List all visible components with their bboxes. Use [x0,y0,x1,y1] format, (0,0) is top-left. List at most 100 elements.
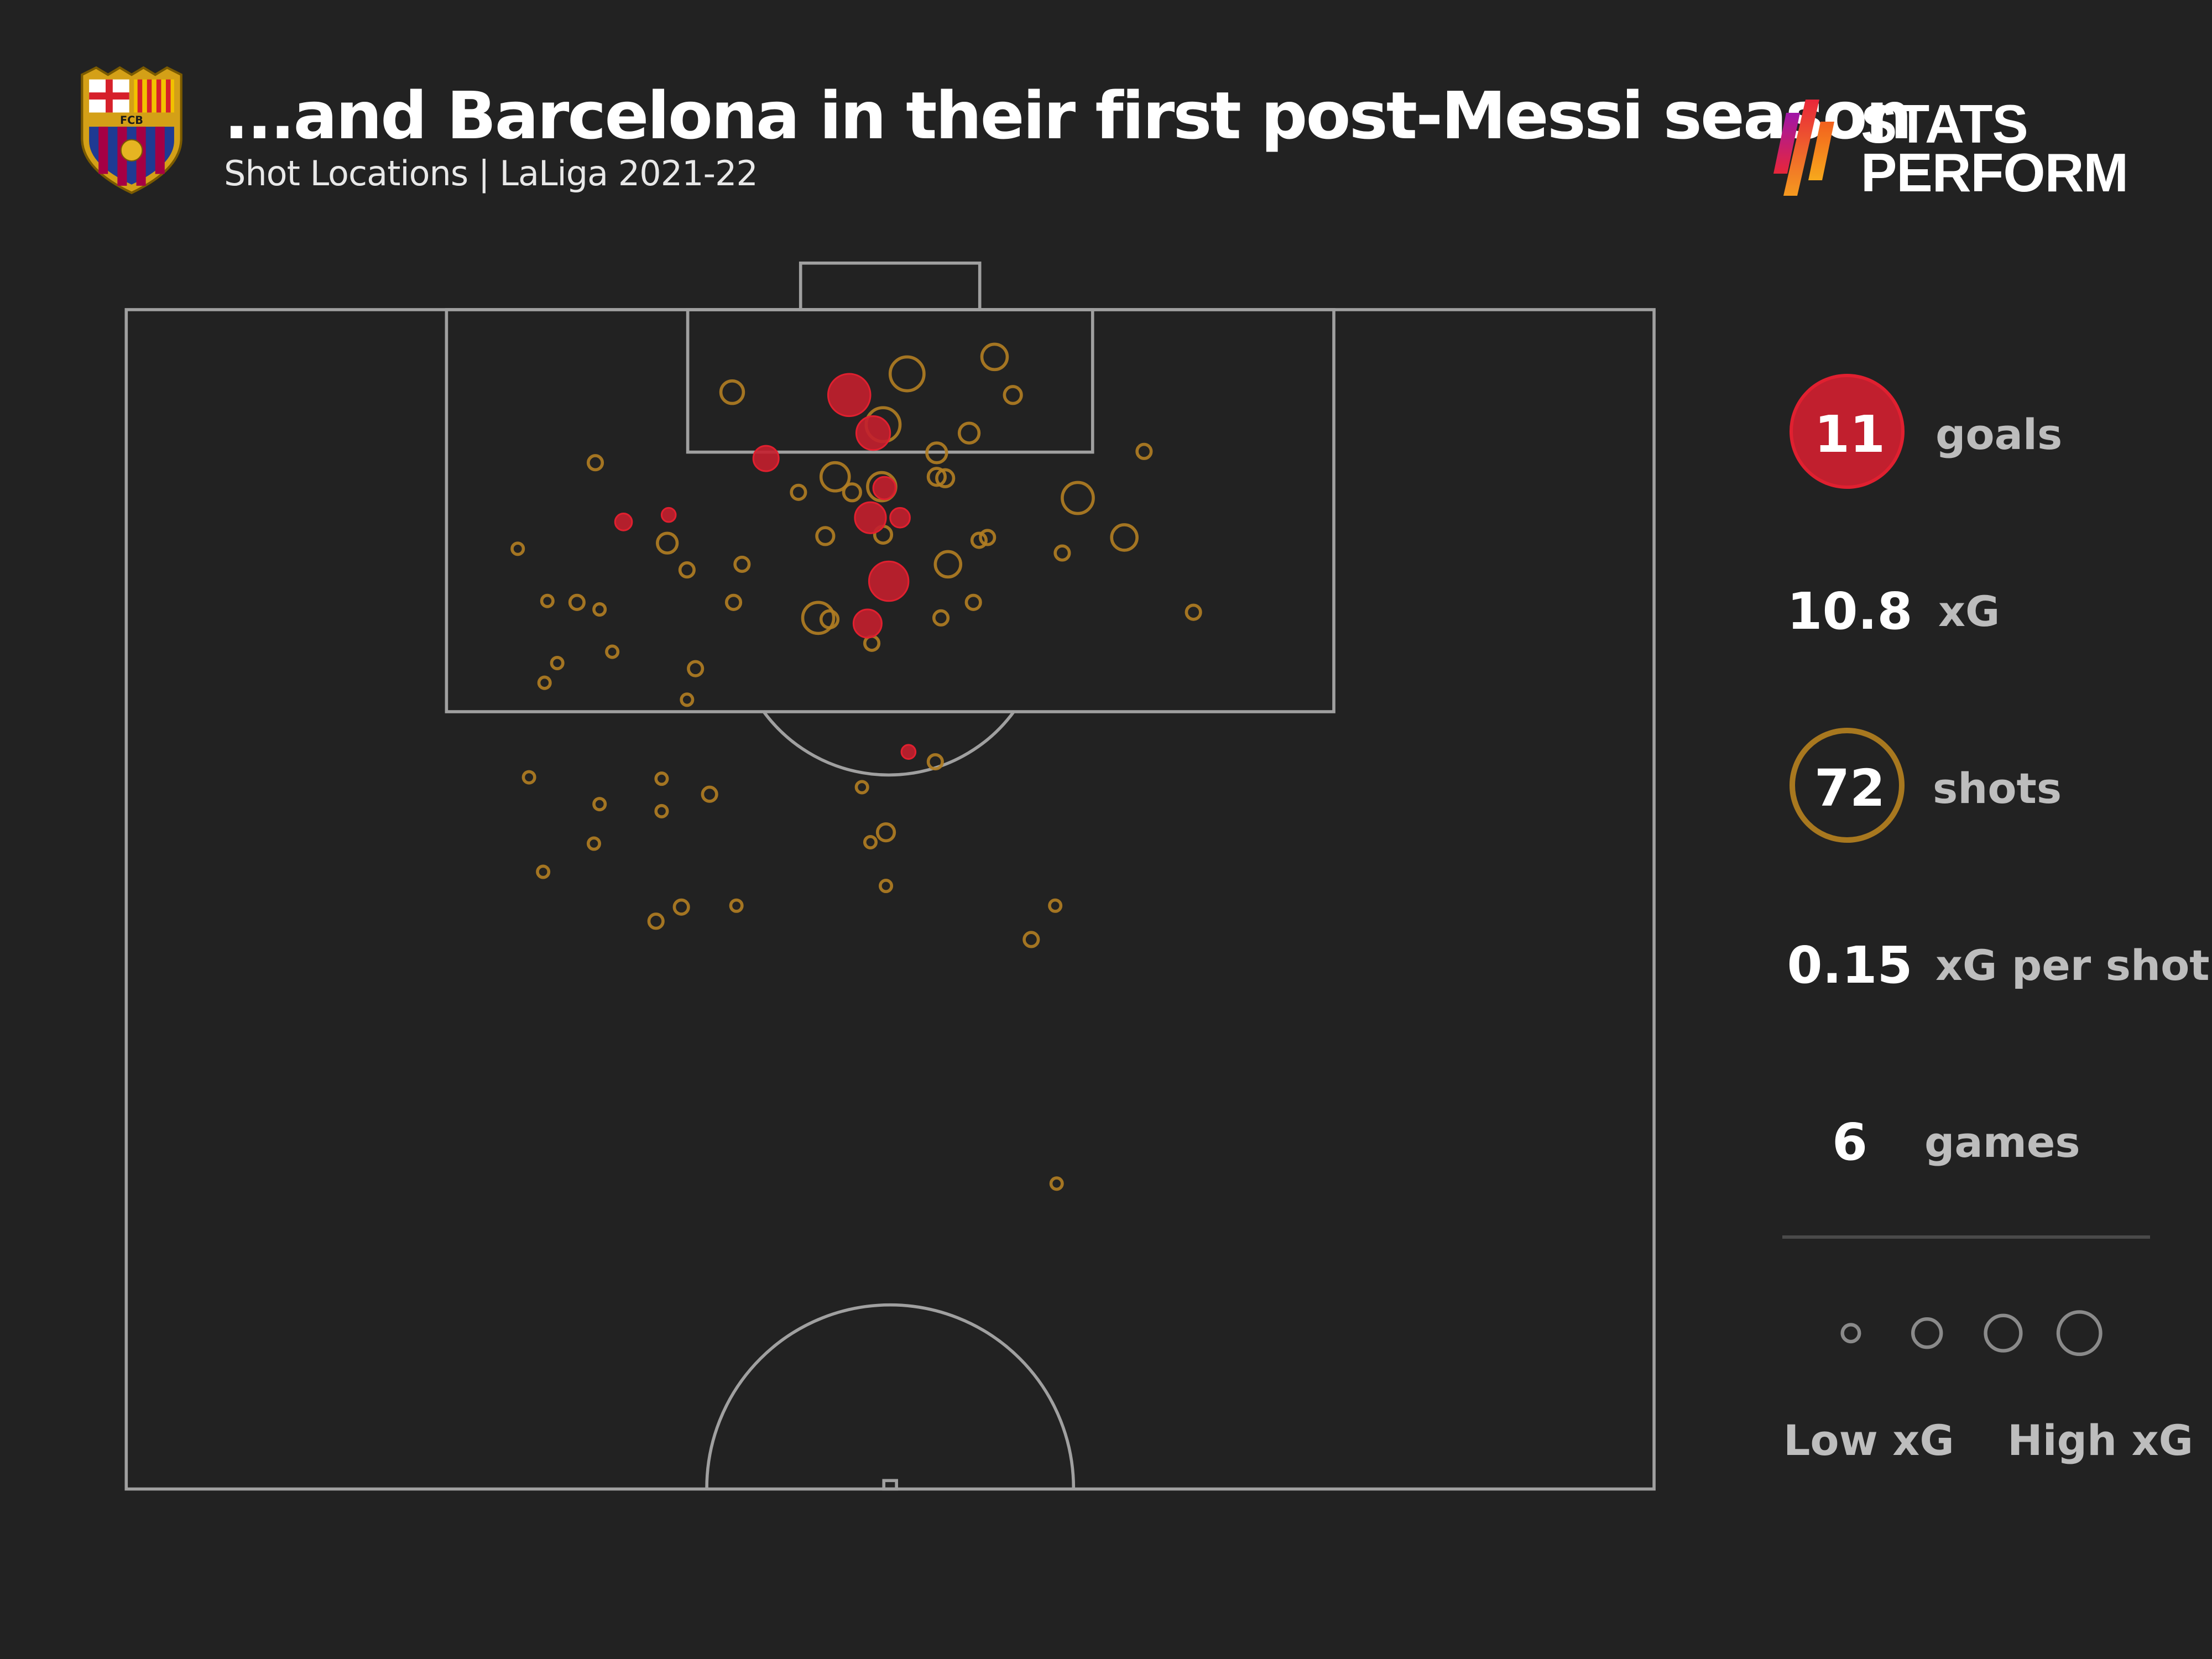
shot-marker [926,467,947,487]
shot-marker [1053,544,1071,562]
goals-label: goals [1936,409,2063,459]
shot-marker [680,692,695,707]
legend-circle-xs [1840,1323,1861,1344]
stat-xg-per-shot: 0.15 xG per shot [1786,901,2210,1029]
stats-perform-logo: STATS PERFORM [1770,93,2129,203]
shot-marker [1048,898,1063,913]
shot-marker [719,379,745,405]
goal-marker [752,445,780,472]
shot-marker [1049,1176,1064,1191]
xg-per-shot-value: 0.15 [1787,935,1913,995]
shot-marker [672,898,690,916]
svg-text:FCB: FCB [120,114,143,127]
shot-marker [1185,603,1202,621]
shot-marker [964,593,982,611]
shot-marker [678,561,696,579]
goal-marker [900,744,917,760]
shot-marker [568,593,586,611]
shot-marker [801,601,836,635]
shot-marker [815,526,836,546]
shot-marker [932,609,950,627]
shot-marker [790,483,807,501]
goal-marker [889,507,911,529]
stats-perform-bars-icon [1773,100,1834,196]
xg-label: xG [1938,586,2000,636]
shot-marker [655,531,679,555]
shot-marker [536,864,551,879]
stat-goals: 11 goals [1786,371,2195,498]
shot-marker [729,898,744,913]
shot-marker [1135,442,1153,460]
shot-marker [537,675,552,690]
shot-marker [888,355,926,393]
shot-marker [819,461,851,493]
shot-marker [605,644,620,659]
goal-marker [868,560,910,602]
page-title: ...and Barcelona in their first post-Mes… [224,77,1912,154]
shot-marker [540,593,555,608]
fc-barcelona-crest-icon: FCB [81,66,182,195]
page-subtitle: Shot Locations | LaLiga 2021-22 [224,153,758,194]
shots-value: 72 [1814,758,1886,818]
shot-marker [926,753,944,771]
goal [799,261,982,311]
goals-layer [614,373,917,760]
goal-marker [855,415,891,451]
shot-marker [979,529,997,546]
goal-marker [852,608,883,639]
games-label: games [1924,1117,2080,1167]
shot-marker [980,342,1009,372]
shot-marker [842,482,862,503]
stat-xg: 10.8 xG [1786,547,2195,675]
centre-spot [882,1479,898,1491]
goal-circle-icon [1790,374,1905,489]
shot-marker [586,836,601,851]
shot-marker [592,797,607,812]
legend-circle-m [1984,1313,2023,1353]
games-value: 6 [1832,1112,1867,1172]
legend-low-xg: Low xG [1783,1416,1954,1465]
shot-marker [687,660,705,677]
xg-per-shot-label: xG per shot [1936,940,2210,990]
pitch-lines [124,261,1656,1491]
shot-marker [592,602,607,617]
shot-marker [586,454,604,472]
shot-marker [654,771,669,786]
goal-marker [827,373,872,418]
shot-marker [521,770,536,785]
shot-marker [925,441,948,465]
brand-line-1: STATS [1861,93,2028,154]
shot-marker [1022,931,1040,948]
shot-marker [1110,523,1139,552]
shot-marker [935,468,956,488]
stat-shots: 72 shots [1786,724,2195,852]
stats-perform-wordmark: STATS PERFORM [1861,93,2128,203]
brand-line-2: PERFORM [1861,142,2128,203]
stat-games: 6 games [1786,1078,2195,1206]
shot-marker [957,421,981,445]
shot-marker [701,785,718,803]
legend-high-xg: High xG [2007,1416,2194,1465]
shot-marker [1003,385,1023,405]
shot-marker [819,609,840,630]
shot-circle-icon [1790,728,1905,843]
shots-label: shots [1933,763,2062,813]
shot-marker [647,912,665,930]
goals-value: 11 [1814,404,1886,464]
goal-marker [614,513,633,531]
shots-layer [510,342,1202,1191]
shot-marker [875,822,896,843]
xg-size-legend [1840,1310,2103,1357]
legend-circle-l [2056,1310,2103,1357]
penalty-arc [761,710,1016,777]
shot-marker [550,655,565,670]
shot-marker [733,555,751,573]
xg-value: 10.8 [1787,581,1913,641]
shot-marker [724,593,743,611]
shot-marker [854,780,869,795]
centre-circle [705,1303,1076,1489]
goal-marker [854,501,887,534]
legend-circle-s [1911,1317,1943,1349]
shot-marker [879,879,894,894]
